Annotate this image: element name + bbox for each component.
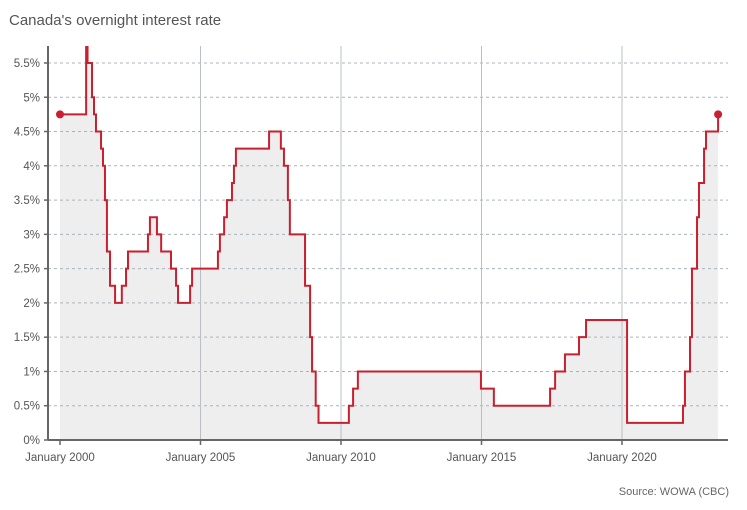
y-tick-label: 2% <box>23 298 40 310</box>
y-tick-label: 3% <box>23 229 40 241</box>
y-tick-label: 5% <box>23 92 40 104</box>
area-fill <box>60 46 719 440</box>
y-tick-label: 5.5% <box>14 58 40 70</box>
y-tick-label: 0% <box>23 435 40 447</box>
x-tick-label: January 2015 <box>447 452 517 464</box>
source-note: Source: WOWA (CBC) <box>618 486 729 498</box>
x-tick-label: January 2020 <box>587 452 657 464</box>
y-tick-label: 2.5% <box>14 264 40 276</box>
chart-title: Canada's overnight interest rate <box>9 12 222 29</box>
y-tick-label: 3.5% <box>14 195 40 207</box>
x-tick-label: January 2000 <box>25 452 95 464</box>
y-tick-label: 1% <box>23 366 40 378</box>
start-point <box>56 110 64 119</box>
x-tick-label: January 2005 <box>166 452 236 464</box>
y-tick-label: 4% <box>23 161 40 173</box>
x-tick-label: January 2010 <box>306 452 376 464</box>
y-tick-label: 0.5% <box>14 401 40 413</box>
series-line <box>60 46 720 424</box>
y-tick-label: 4.5% <box>14 127 40 139</box>
end-point <box>714 110 723 119</box>
y-tick-label: 1.5% <box>14 332 40 344</box>
